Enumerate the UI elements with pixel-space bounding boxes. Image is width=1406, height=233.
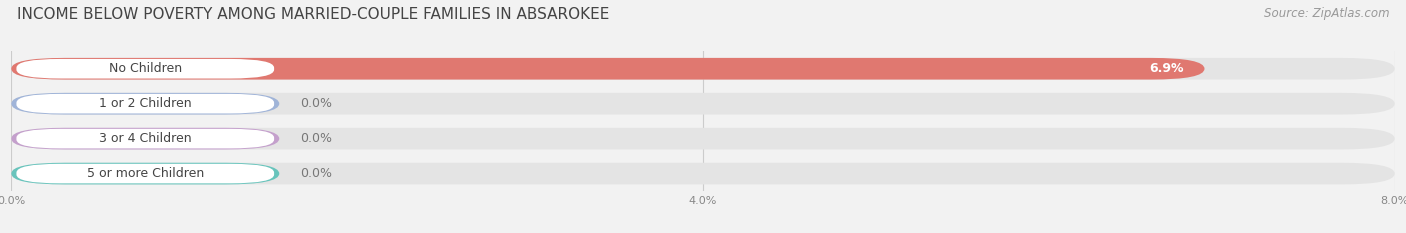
Text: Source: ZipAtlas.com: Source: ZipAtlas.com <box>1264 7 1389 20</box>
FancyBboxPatch shape <box>11 128 1395 150</box>
FancyBboxPatch shape <box>17 94 274 113</box>
Text: 1 or 2 Children: 1 or 2 Children <box>98 97 191 110</box>
FancyBboxPatch shape <box>17 164 274 183</box>
Text: No Children: No Children <box>108 62 181 75</box>
FancyBboxPatch shape <box>11 128 280 150</box>
FancyBboxPatch shape <box>11 163 280 185</box>
FancyBboxPatch shape <box>11 163 1395 185</box>
Text: 3 or 4 Children: 3 or 4 Children <box>98 132 191 145</box>
FancyBboxPatch shape <box>17 59 274 79</box>
Text: 6.9%: 6.9% <box>1149 62 1184 75</box>
Text: 0.0%: 0.0% <box>299 132 332 145</box>
FancyBboxPatch shape <box>17 129 274 148</box>
Text: 0.0%: 0.0% <box>299 97 332 110</box>
Text: 0.0%: 0.0% <box>299 167 332 180</box>
FancyBboxPatch shape <box>11 58 1205 80</box>
FancyBboxPatch shape <box>11 93 1395 115</box>
Text: 5 or more Children: 5 or more Children <box>87 167 204 180</box>
FancyBboxPatch shape <box>11 93 280 115</box>
FancyBboxPatch shape <box>11 58 1395 80</box>
Text: INCOME BELOW POVERTY AMONG MARRIED-COUPLE FAMILIES IN ABSAROKEE: INCOME BELOW POVERTY AMONG MARRIED-COUPL… <box>17 7 609 22</box>
